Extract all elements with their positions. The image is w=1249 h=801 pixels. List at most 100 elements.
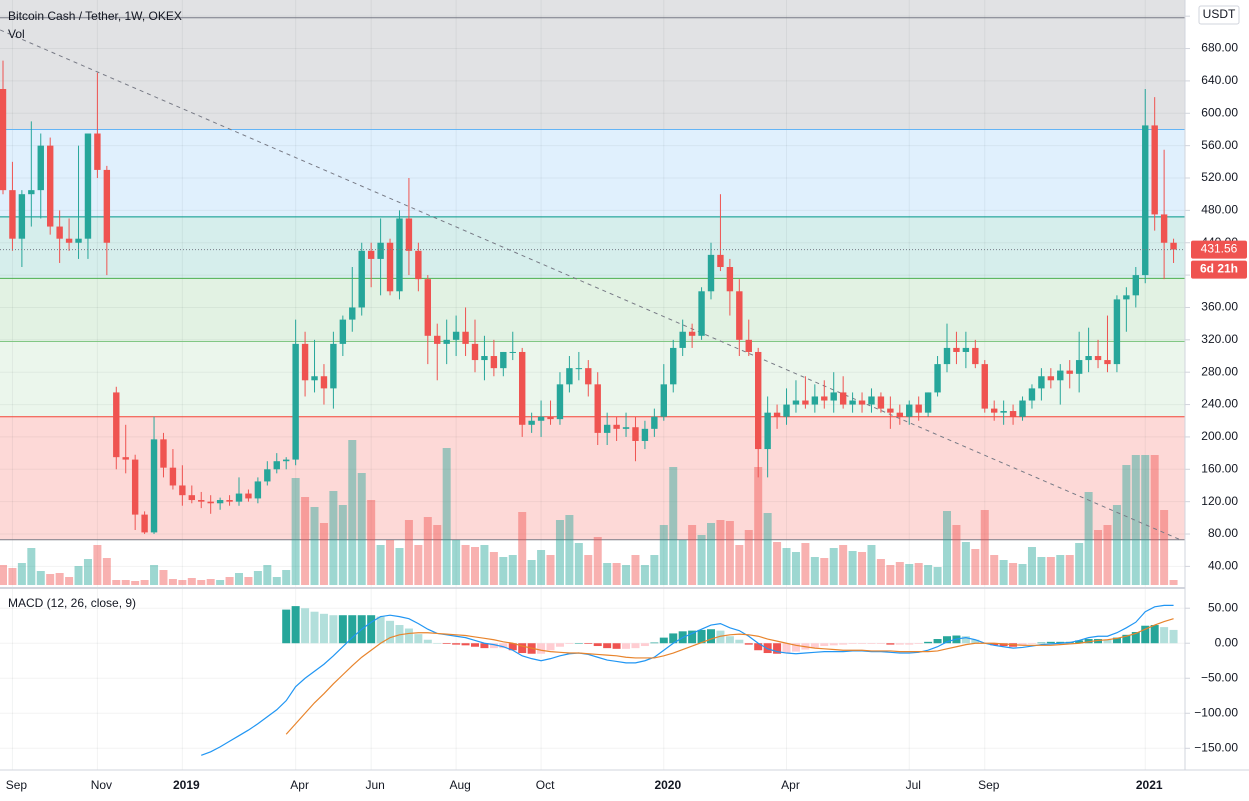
y-tick-label: 480.00 bbox=[1201, 203, 1238, 217]
candle-body bbox=[292, 343, 299, 460]
candle-body bbox=[849, 400, 856, 405]
candle-body bbox=[839, 392, 847, 405]
macd-histogram-bar bbox=[933, 639, 942, 644]
volume-bar bbox=[83, 559, 92, 585]
candle-body bbox=[1047, 376, 1055, 381]
candle-body bbox=[283, 459, 290, 462]
volume-bar bbox=[253, 571, 262, 585]
candle-body bbox=[1094, 356, 1102, 361]
candle-body bbox=[934, 364, 941, 393]
macd-histogram-bar bbox=[839, 643, 848, 645]
macd-histogram-bar bbox=[584, 643, 593, 644]
candle-body bbox=[37, 145, 44, 191]
candle-body bbox=[736, 291, 743, 340]
candle-body bbox=[603, 424, 611, 433]
candle-body bbox=[594, 384, 601, 433]
candle-body bbox=[28, 190, 35, 195]
y2-tick-label: 50.00 bbox=[1208, 600, 1238, 614]
volume-bar bbox=[829, 548, 838, 585]
volume-bar bbox=[319, 523, 328, 585]
volume-bar bbox=[178, 580, 187, 585]
volume-bar bbox=[555, 520, 564, 585]
volume-bar bbox=[150, 565, 159, 585]
macd-histogram-bar bbox=[1084, 639, 1093, 644]
candle-body bbox=[641, 428, 649, 441]
price-label: 431.56 bbox=[1201, 242, 1238, 256]
macd-histogram-bar bbox=[754, 643, 763, 651]
candle-body bbox=[802, 400, 809, 405]
volume-bar bbox=[112, 580, 121, 585]
y-tick-label: 640.00 bbox=[1201, 73, 1238, 87]
candle-body bbox=[651, 416, 658, 429]
volume-bar bbox=[386, 540, 395, 585]
macd-histogram-bar bbox=[820, 643, 829, 647]
candle-body bbox=[877, 396, 885, 409]
candle-body bbox=[707, 254, 715, 292]
volume-bar bbox=[791, 552, 800, 585]
candle-body bbox=[481, 356, 488, 361]
candle-body bbox=[773, 412, 781, 417]
candle-body bbox=[377, 242, 384, 259]
volume-bar bbox=[876, 559, 885, 585]
volume-bar bbox=[848, 551, 857, 585]
macd-histogram-bar bbox=[489, 643, 498, 649]
volume-bar bbox=[565, 515, 574, 585]
candle-body bbox=[396, 218, 403, 292]
candle-body bbox=[981, 364, 988, 409]
macd-histogram-bar bbox=[574, 643, 583, 644]
volume-bar bbox=[8, 568, 17, 585]
volume-bar bbox=[914, 563, 923, 585]
candle-body bbox=[1019, 400, 1026, 417]
y-tick-label: 520.00 bbox=[1201, 170, 1238, 184]
volume-bar bbox=[301, 497, 310, 585]
macd-histogram-bar bbox=[1169, 629, 1178, 644]
volume-bar bbox=[225, 577, 234, 585]
candle-body bbox=[1170, 242, 1177, 250]
macd-histogram-bar bbox=[669, 633, 678, 644]
volume-bar bbox=[461, 545, 470, 585]
volume-bar bbox=[612, 563, 621, 585]
candle-body bbox=[679, 331, 686, 348]
candle-body bbox=[47, 145, 54, 227]
macd-histogram-bar bbox=[1150, 625, 1159, 644]
x-tick-label: Nov bbox=[91, 778, 112, 792]
level-band bbox=[0, 278, 1185, 342]
candle-body bbox=[490, 356, 498, 369]
chart-title: Bitcoin Cash / Tether, 1W, OKEX bbox=[8, 9, 182, 23]
volume-bar bbox=[338, 505, 347, 585]
volume-bar bbox=[272, 577, 281, 585]
candle-body bbox=[1066, 370, 1073, 374]
candle-body bbox=[896, 412, 903, 417]
volume-bar bbox=[471, 547, 479, 585]
volume-bar bbox=[423, 517, 432, 585]
macd-histogram-bar bbox=[442, 643, 451, 644]
x-tick-label: 2020 bbox=[654, 778, 681, 792]
volume-bar bbox=[1046, 557, 1055, 585]
volume-bar bbox=[442, 448, 451, 585]
macd-histogram-bar bbox=[914, 643, 923, 644]
candle-body bbox=[1160, 214, 1168, 243]
macd-histogram-bar bbox=[319, 613, 328, 644]
volume-bar bbox=[197, 580, 206, 585]
candle-body bbox=[632, 427, 639, 441]
volume-bar bbox=[603, 563, 612, 585]
macd-histogram-bar bbox=[414, 634, 423, 644]
candle-body bbox=[358, 250, 365, 308]
macd-histogram-bar bbox=[1094, 639, 1103, 644]
macd-histogram-bar bbox=[744, 643, 753, 645]
candle-body bbox=[660, 384, 667, 417]
macd-histogram-bar bbox=[395, 625, 404, 644]
candle-body bbox=[547, 416, 554, 420]
volume-bar bbox=[961, 542, 970, 585]
candle-body bbox=[339, 319, 347, 344]
candle-body bbox=[613, 424, 620, 429]
volume-bar bbox=[1131, 455, 1140, 585]
candle-body bbox=[1104, 360, 1111, 365]
candle-body bbox=[519, 351, 526, 425]
candle-body bbox=[226, 500, 233, 502]
candle-body bbox=[273, 461, 280, 470]
volume-bar bbox=[499, 557, 508, 585]
macd-histogram-bar bbox=[1160, 627, 1169, 644]
candle-body bbox=[452, 331, 460, 340]
